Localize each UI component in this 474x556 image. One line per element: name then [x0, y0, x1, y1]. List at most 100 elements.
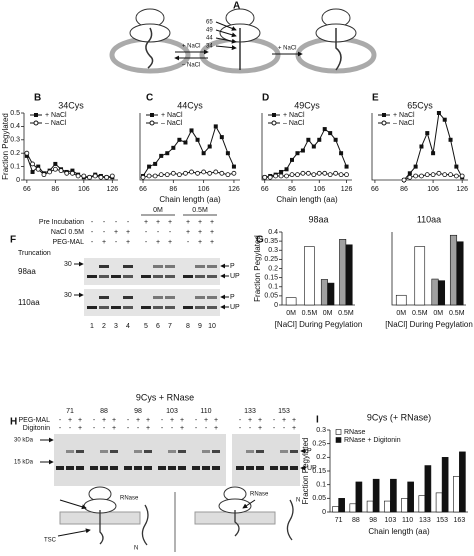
- band: [123, 306, 133, 309]
- legend-label: – NaCl: [45, 120, 67, 127]
- bar: [338, 498, 345, 513]
- band: [168, 466, 176, 470]
- lane-sign: +: [78, 425, 82, 432]
- band-label: P: [307, 448, 312, 455]
- lane-number: 5: [144, 323, 148, 330]
- x-tick-label: 86: [169, 186, 177, 193]
- y-tick-label: 0.1: [10, 163, 20, 170]
- band: [212, 466, 220, 470]
- point: [158, 172, 164, 178]
- point: [454, 164, 459, 169]
- point: [52, 166, 58, 172]
- lane-sign: +: [78, 417, 82, 424]
- lane-sign: -: [195, 425, 198, 432]
- point: [448, 172, 453, 178]
- band: [207, 265, 217, 268]
- band: [195, 265, 205, 268]
- point: [317, 137, 322, 142]
- point: [328, 131, 333, 136]
- series-line: [264, 172, 347, 178]
- band: [168, 450, 176, 453]
- bar: [372, 478, 380, 513]
- y-tick-label: 0.05: [264, 293, 278, 300]
- band: [280, 450, 288, 453]
- band: [110, 466, 118, 470]
- point: [231, 170, 237, 176]
- band: [123, 265, 133, 268]
- diagram-label: RNase: [250, 492, 269, 498]
- schematic-a: [109, 8, 377, 74]
- lane-sign: +: [144, 219, 148, 226]
- band: [178, 450, 186, 453]
- point: [419, 173, 424, 179]
- point: [442, 117, 447, 122]
- band-label: P: [230, 263, 235, 270]
- band-label: UP: [307, 465, 317, 472]
- point: [333, 137, 338, 142]
- truncation: 153: [278, 408, 290, 415]
- y-tick-label: 0.25: [264, 256, 278, 263]
- band: [124, 466, 132, 470]
- x-tick-label: 0.5M: [412, 310, 428, 317]
- lane-sign: -: [115, 239, 118, 246]
- lane-number: 2: [102, 323, 106, 330]
- y-tick-label: 0.15: [312, 468, 326, 475]
- x-tick-label: 0M: [396, 310, 406, 317]
- band: [123, 275, 133, 278]
- lane-sign: -: [239, 425, 242, 432]
- point: [219, 135, 224, 140]
- series-line: [142, 171, 235, 178]
- band: [165, 265, 175, 268]
- band: [270, 466, 278, 470]
- band: [87, 275, 97, 278]
- bar: [414, 246, 426, 306]
- lane-sign: +: [186, 219, 190, 226]
- band: [207, 275, 217, 278]
- point: [295, 151, 300, 156]
- series-line: [264, 128, 348, 178]
- y-tick-label: 0.2: [316, 454, 326, 461]
- point: [430, 172, 436, 178]
- lane-number: 1: [90, 323, 94, 330]
- y-tick-label: 0.3: [268, 247, 278, 254]
- band: [111, 306, 121, 309]
- bar: [327, 282, 335, 306]
- point: [104, 174, 110, 180]
- lane-sign: -: [59, 425, 62, 432]
- band: [246, 450, 254, 453]
- lane-sign: +: [210, 219, 214, 226]
- lane-sign: +: [204, 417, 208, 424]
- y-axis-label: Fraction Pegylated: [1, 113, 10, 180]
- lane-sign: -: [169, 229, 172, 236]
- legend-label: RNase + Digitonin: [344, 437, 401, 444]
- band: [236, 466, 244, 470]
- point: [436, 170, 442, 176]
- x-tick-label: 126: [228, 186, 240, 193]
- lane-sign: +: [156, 239, 160, 246]
- band: [207, 306, 217, 309]
- lane-sign: +: [258, 425, 262, 432]
- legend-label: RNase: [344, 429, 366, 436]
- band: [99, 275, 109, 278]
- band: [153, 265, 163, 268]
- arrow-label: + NaCl: [182, 44, 201, 50]
- bar: [345, 244, 353, 306]
- point: [47, 169, 53, 175]
- point: [278, 173, 284, 179]
- x-tick-label: 66: [139, 186, 147, 193]
- lane-sign: +: [146, 425, 150, 432]
- point: [171, 145, 176, 150]
- band: [90, 466, 98, 470]
- point: [311, 172, 317, 178]
- band: [178, 466, 186, 470]
- diagram-label: TSC: [44, 538, 57, 544]
- chart-title: 65Cys: [407, 100, 433, 110]
- lane-sign: +: [126, 229, 130, 236]
- lane-number: 7: [168, 323, 172, 330]
- band: [100, 450, 108, 453]
- lane-sign: -: [273, 425, 276, 432]
- bar: [418, 495, 426, 513]
- lane-sign: -: [103, 425, 106, 432]
- band: [195, 275, 205, 278]
- legend-label: – NaCl: [283, 120, 305, 127]
